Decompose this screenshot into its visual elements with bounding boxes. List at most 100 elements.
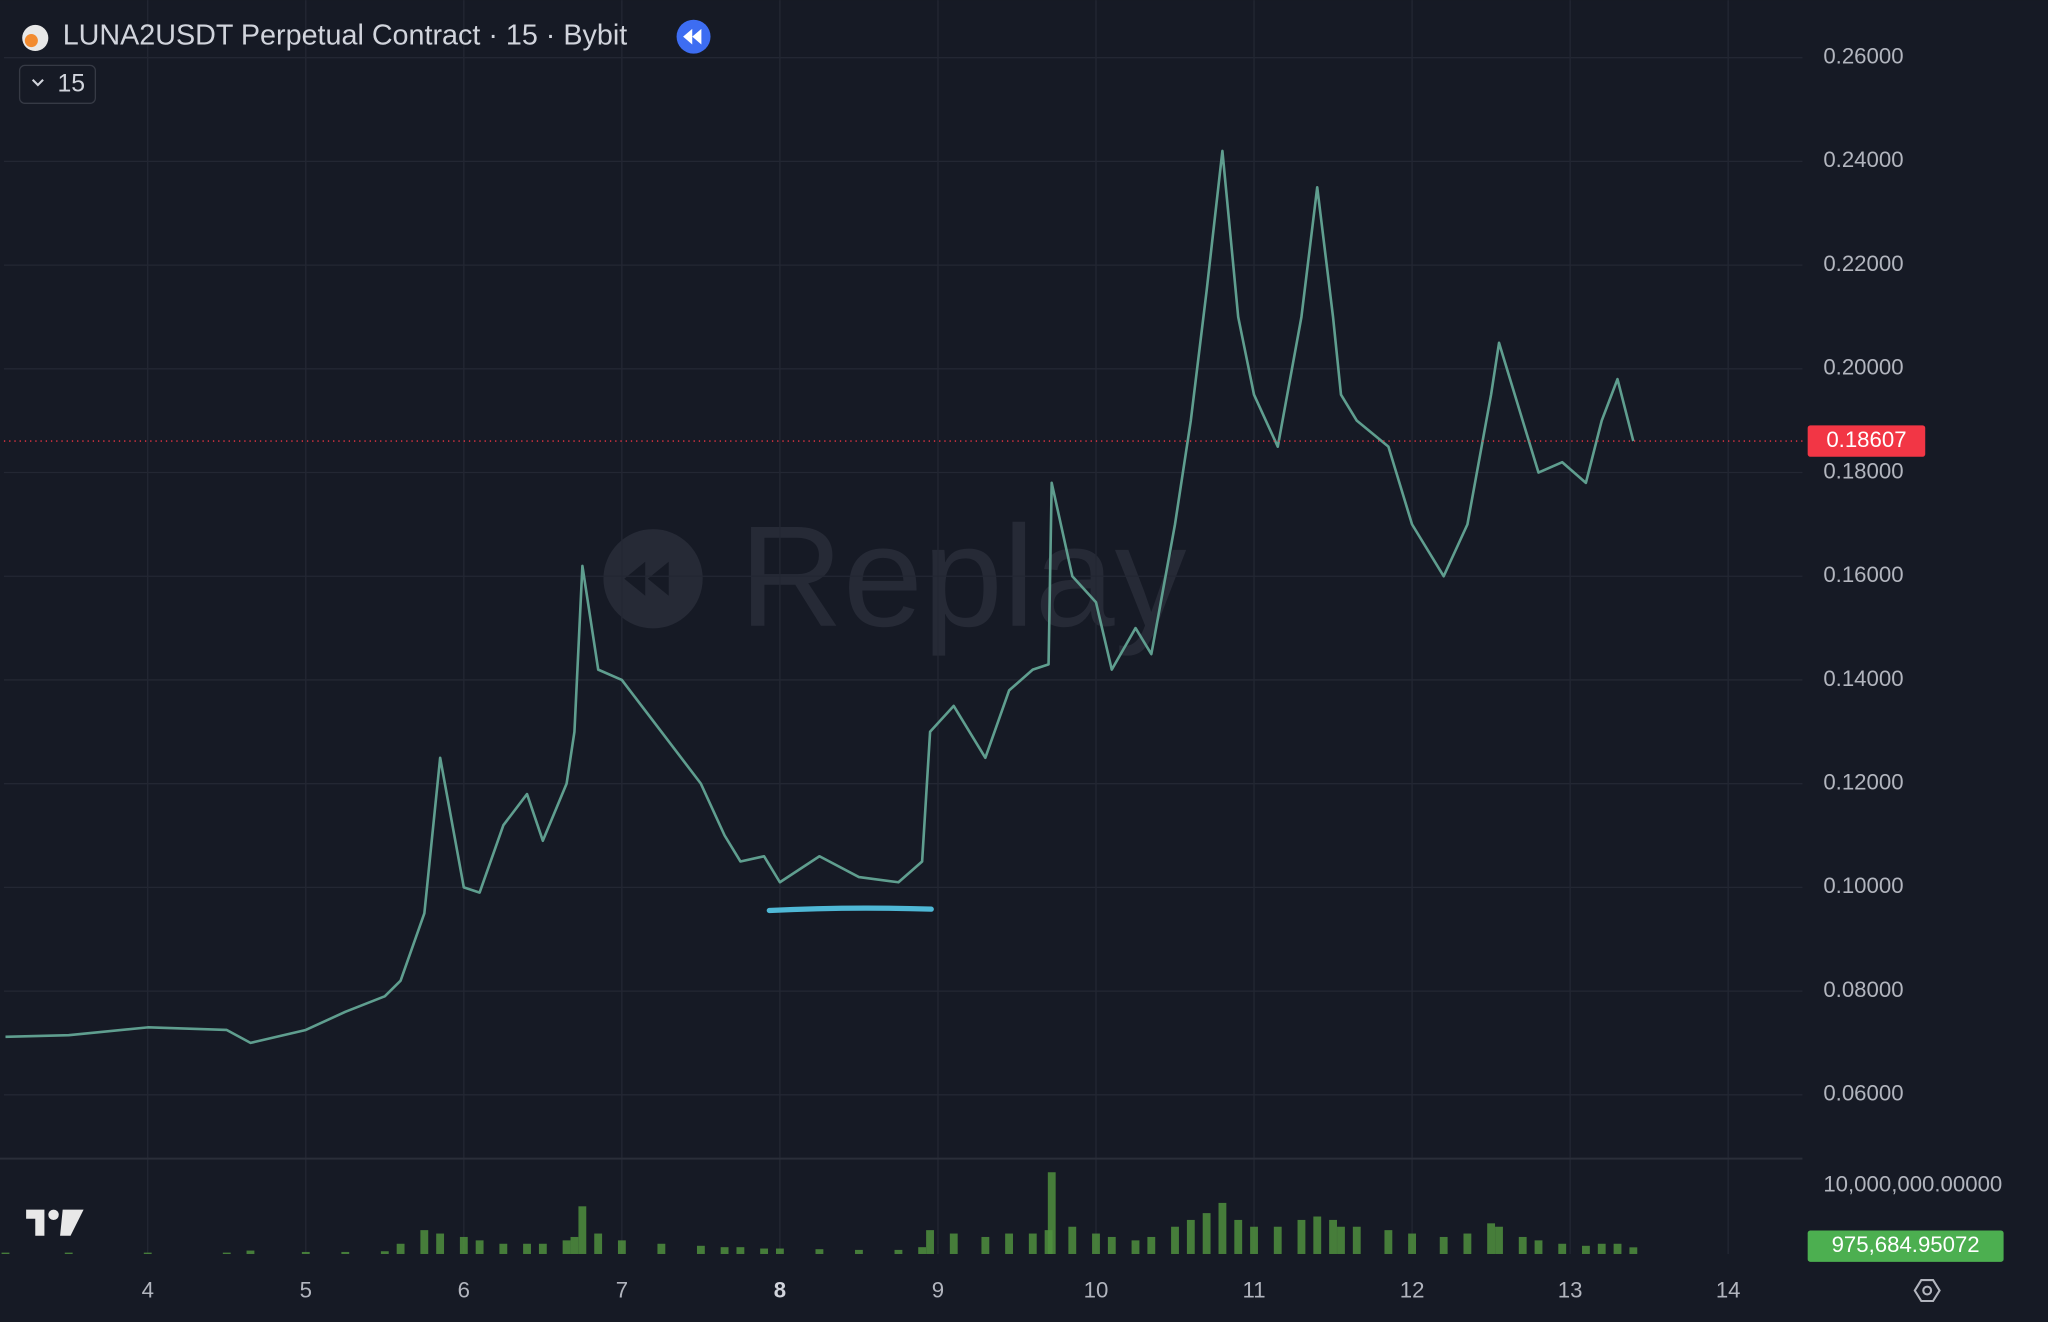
volume-bar (815, 1249, 824, 1254)
volume-bar (246, 1250, 255, 1254)
volume-bar (1186, 1219, 1195, 1254)
volume-bar (1534, 1240, 1543, 1254)
symbol-logo-dot (24, 34, 38, 48)
volume-bar (1028, 1233, 1037, 1254)
volume-bar (1047, 1172, 1056, 1254)
volume-bar (1613, 1243, 1622, 1254)
volume-bar (459, 1236, 468, 1254)
volume-bar (1297, 1219, 1306, 1254)
volume-bar (396, 1243, 405, 1254)
y-tick-label: 0.08000 (1823, 977, 1903, 1002)
y-tick-label: 0.14000 (1823, 666, 1903, 691)
volume-bar (222, 1252, 231, 1254)
x-tick-label: 6 (458, 1278, 470, 1303)
volume-bar (1005, 1233, 1013, 1254)
volume-bar (949, 1233, 958, 1254)
volume-bar (499, 1243, 508, 1254)
volume-bar (1092, 1233, 1100, 1254)
volume-bar (420, 1230, 429, 1254)
volume-bar (1250, 1226, 1258, 1254)
volume-bar (657, 1243, 666, 1254)
volume-bar (594, 1233, 603, 1254)
volume-bar (1107, 1236, 1116, 1254)
x-tick-label: 13 (1558, 1278, 1583, 1303)
volume-bar (736, 1247, 745, 1254)
volume-bar (1202, 1213, 1211, 1254)
volume-bar (1582, 1245, 1590, 1254)
volume-bar (775, 1248, 784, 1254)
volume-bar (1629, 1247, 1638, 1254)
volume-bar (1313, 1216, 1322, 1254)
volume-bar (1495, 1226, 1503, 1254)
volume-bar (436, 1233, 445, 1254)
volume-bar (1171, 1226, 1179, 1254)
x-tick-label: 7 (616, 1278, 628, 1303)
y-tick-label: 0.20000 (1823, 355, 1903, 380)
chart-title: LUNA2USDT Perpetual Contract · 15 · Bybi… (63, 19, 628, 51)
y-tick-label: 0.22000 (1823, 251, 1903, 276)
volume-bar (1558, 1243, 1567, 1254)
replay-icon-glyph (683, 28, 702, 45)
x-tick-label: 11 (1243, 1278, 1266, 1303)
last-value-box (1807, 425, 1926, 457)
volume-bar (1068, 1226, 1077, 1254)
x-tick-label: 9 (932, 1278, 944, 1303)
x-tick-label: 10 (1084, 1278, 1109, 1303)
last-value-box (1807, 1230, 2004, 1262)
y-tick-label: 10,000,000.00000 (1823, 1172, 2002, 1197)
volume-bar (380, 1251, 389, 1254)
volume-bar (562, 1240, 571, 1254)
volume-bar (855, 1249, 863, 1254)
volume-bar (1384, 1230, 1393, 1254)
volume-bar (1329, 1219, 1337, 1254)
y-tick-label: 0.18000 (1823, 458, 1903, 483)
y-tick-label: 0.12000 (1823, 770, 1903, 795)
volume-bar (981, 1236, 990, 1254)
volume-bar (1273, 1226, 1282, 1254)
volume-bar (1131, 1240, 1140, 1254)
settings-icon[interactable] (1913, 1279, 1941, 1303)
volume-bar (1337, 1226, 1345, 1254)
volume-bar (143, 1252, 152, 1254)
interval-button[interactable] (18, 64, 96, 104)
volume-bar (918, 1247, 927, 1254)
header: LUNA2USDT Perpetual Contract · 15 · Bybi… (18, 19, 711, 104)
volume-bar (1597, 1243, 1606, 1254)
volume-bar (301, 1251, 310, 1254)
volume-bar (617, 1240, 626, 1254)
volume-bar (341, 1251, 350, 1254)
price-line (5, 149, 1635, 1045)
volume-bar (894, 1249, 903, 1254)
drawn-underline (766, 905, 934, 914)
volume-bar (1, 1252, 10, 1254)
last-value-label: 0.18607 (1826, 427, 1906, 452)
volume-bar (1487, 1223, 1496, 1254)
y-tick-label: 0.06000 (1823, 1081, 1903, 1106)
volume-bar (1218, 1202, 1227, 1254)
volume-bar (720, 1247, 729, 1254)
volume-bar (760, 1248, 769, 1254)
interval-label: 15 (57, 71, 85, 98)
volume-bar (475, 1240, 484, 1254)
volume-bar (570, 1236, 579, 1254)
y-tick-label: 0.10000 (1823, 873, 1903, 898)
y-tick-label: 0.16000 (1823, 562, 1903, 587)
x-tick-label: 8 (774, 1278, 786, 1303)
last-value-label: 975,684.95072 (1832, 1232, 1980, 1257)
x-tick-label: 14 (1716, 1278, 1741, 1303)
y-tick-label: 0.26000 (1823, 44, 1903, 69)
volume-bar (1147, 1236, 1156, 1254)
volume-bar (1352, 1226, 1361, 1254)
volume-bar (64, 1252, 73, 1254)
volume-bar (523, 1243, 531, 1254)
volume-bar (578, 1206, 587, 1254)
volume-bar (1518, 1236, 1527, 1254)
volume-bar (696, 1245, 705, 1254)
volume-bar (1408, 1233, 1417, 1254)
volume-bar (1463, 1233, 1472, 1254)
x-tick-label: 5 (300, 1278, 312, 1303)
x-tick-label: 12 (1400, 1278, 1425, 1303)
